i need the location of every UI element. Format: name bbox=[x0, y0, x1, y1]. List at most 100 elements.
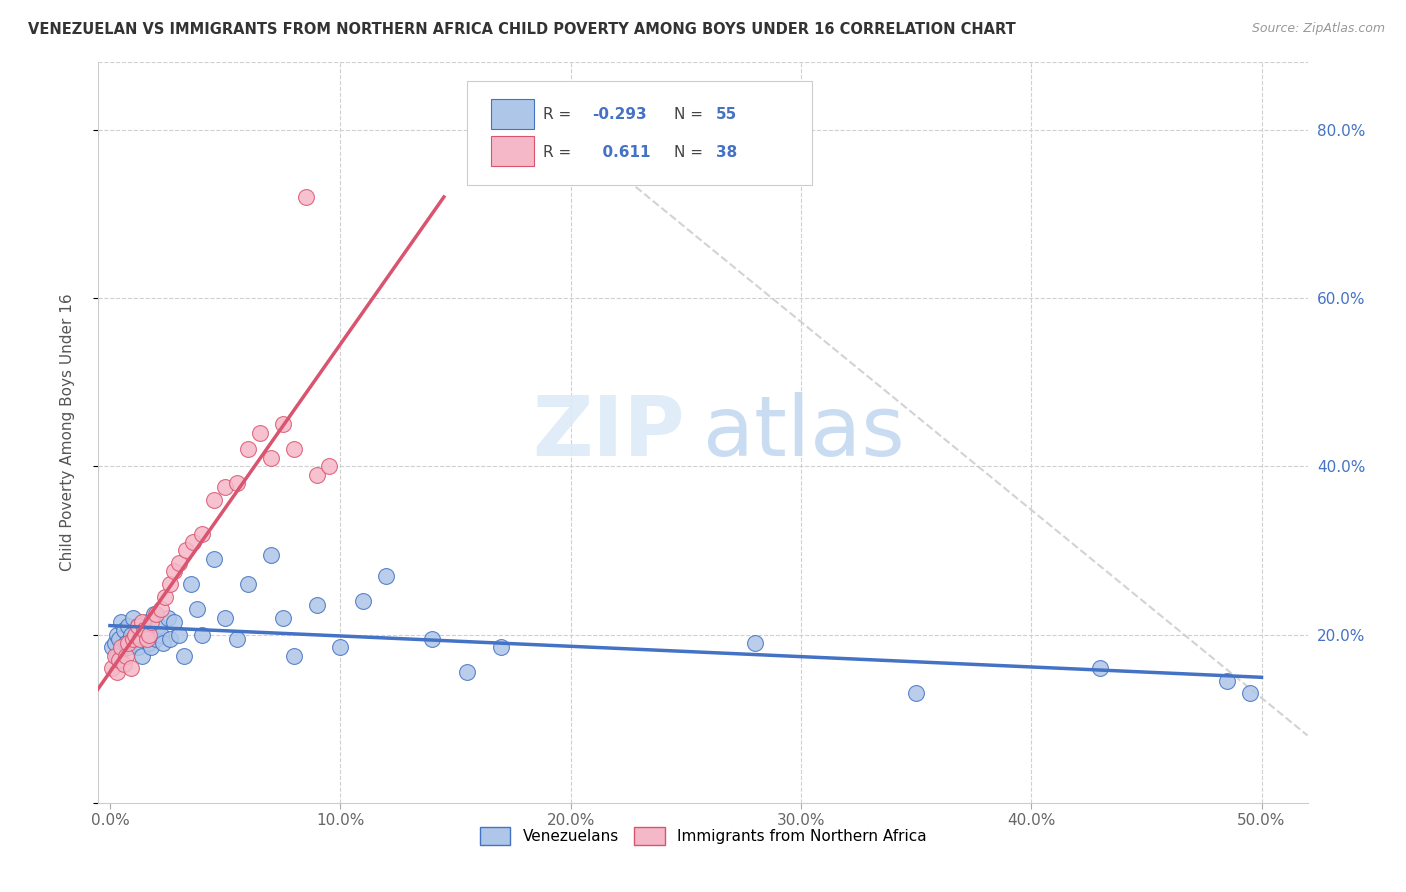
Point bbox=[127, 619, 149, 633]
Point bbox=[142, 607, 165, 621]
Text: 38: 38 bbox=[716, 145, 738, 160]
Text: 55: 55 bbox=[716, 107, 738, 122]
Point bbox=[236, 442, 259, 457]
Y-axis label: Child Poverty Among Boys Under 16: Child Poverty Among Boys Under 16 bbox=[60, 293, 75, 572]
Point bbox=[149, 627, 172, 641]
Point bbox=[131, 615, 153, 629]
Point bbox=[110, 615, 132, 629]
Point bbox=[181, 535, 204, 549]
Point bbox=[101, 661, 124, 675]
Point bbox=[260, 548, 283, 562]
Point bbox=[101, 640, 124, 655]
Point bbox=[159, 577, 181, 591]
Point bbox=[260, 450, 283, 465]
Point bbox=[141, 615, 163, 629]
Text: N =: N = bbox=[673, 107, 707, 122]
Point bbox=[124, 632, 146, 646]
FancyBboxPatch shape bbox=[467, 81, 811, 185]
Point bbox=[202, 492, 225, 507]
Point bbox=[163, 565, 186, 579]
Point bbox=[122, 610, 145, 624]
Point bbox=[138, 636, 160, 650]
Point bbox=[135, 615, 157, 629]
Point bbox=[120, 661, 142, 675]
Point bbox=[124, 627, 146, 641]
Point bbox=[318, 459, 340, 474]
FancyBboxPatch shape bbox=[492, 99, 534, 129]
Point bbox=[131, 648, 153, 663]
Point bbox=[141, 627, 163, 641]
Point bbox=[225, 632, 247, 646]
Point bbox=[1216, 673, 1239, 688]
Point bbox=[491, 640, 513, 655]
Point bbox=[307, 598, 329, 612]
Point bbox=[294, 190, 316, 204]
Point bbox=[214, 480, 236, 494]
Text: R =: R = bbox=[543, 107, 576, 122]
Point bbox=[108, 632, 131, 646]
Point bbox=[159, 632, 181, 646]
Point bbox=[905, 686, 928, 700]
Point bbox=[307, 467, 329, 482]
Point bbox=[180, 577, 202, 591]
Point bbox=[271, 417, 294, 432]
Point bbox=[117, 619, 139, 633]
Point bbox=[145, 632, 167, 646]
Legend: Venezuelans, Immigrants from Northern Africa: Venezuelans, Immigrants from Northern Af… bbox=[474, 821, 932, 851]
Point bbox=[117, 636, 139, 650]
Point bbox=[112, 657, 135, 671]
Text: 0.611: 0.611 bbox=[592, 145, 650, 160]
Point bbox=[155, 590, 177, 604]
Point bbox=[214, 610, 236, 624]
Point bbox=[108, 653, 131, 667]
Point bbox=[167, 556, 190, 570]
Point bbox=[271, 610, 294, 624]
Text: R =: R = bbox=[543, 145, 576, 160]
Point bbox=[112, 624, 135, 638]
Point bbox=[105, 648, 128, 663]
Point bbox=[141, 640, 163, 655]
Point bbox=[152, 636, 174, 650]
Point bbox=[134, 624, 156, 638]
Point bbox=[163, 615, 186, 629]
Point bbox=[156, 610, 179, 624]
Point bbox=[145, 607, 167, 621]
Point bbox=[148, 619, 170, 633]
Point bbox=[167, 627, 190, 641]
Point bbox=[138, 627, 160, 641]
Text: Source: ZipAtlas.com: Source: ZipAtlas.com bbox=[1251, 22, 1385, 36]
FancyBboxPatch shape bbox=[492, 136, 534, 166]
Point bbox=[191, 627, 214, 641]
Point bbox=[173, 648, 195, 663]
Point bbox=[1090, 661, 1112, 675]
Point bbox=[236, 577, 259, 591]
Text: atlas: atlas bbox=[703, 392, 904, 473]
Point bbox=[202, 551, 225, 566]
Point bbox=[186, 602, 208, 616]
Point bbox=[375, 568, 398, 582]
Point bbox=[225, 476, 247, 491]
Point bbox=[105, 627, 128, 641]
Text: ZIP: ZIP bbox=[533, 392, 685, 473]
Point bbox=[127, 619, 149, 633]
Point bbox=[283, 648, 305, 663]
Point bbox=[115, 636, 138, 650]
Text: N =: N = bbox=[673, 145, 707, 160]
Text: VENEZUELAN VS IMMIGRANTS FROM NORTHERN AFRICA CHILD POVERTY AMONG BOYS UNDER 16 : VENEZUELAN VS IMMIGRANTS FROM NORTHERN A… bbox=[28, 22, 1017, 37]
Point bbox=[128, 632, 150, 646]
Text: -0.293: -0.293 bbox=[592, 107, 647, 122]
Point bbox=[352, 594, 374, 608]
Point bbox=[120, 627, 142, 641]
Point bbox=[110, 640, 132, 655]
Point bbox=[456, 665, 478, 680]
Point bbox=[283, 442, 305, 457]
Point bbox=[149, 602, 172, 616]
Point bbox=[122, 632, 145, 646]
Point bbox=[422, 632, 444, 646]
Point bbox=[135, 632, 157, 646]
Point bbox=[117, 640, 139, 655]
Point bbox=[103, 648, 125, 663]
Point bbox=[128, 627, 150, 641]
Point bbox=[103, 636, 125, 650]
Point bbox=[105, 665, 128, 680]
